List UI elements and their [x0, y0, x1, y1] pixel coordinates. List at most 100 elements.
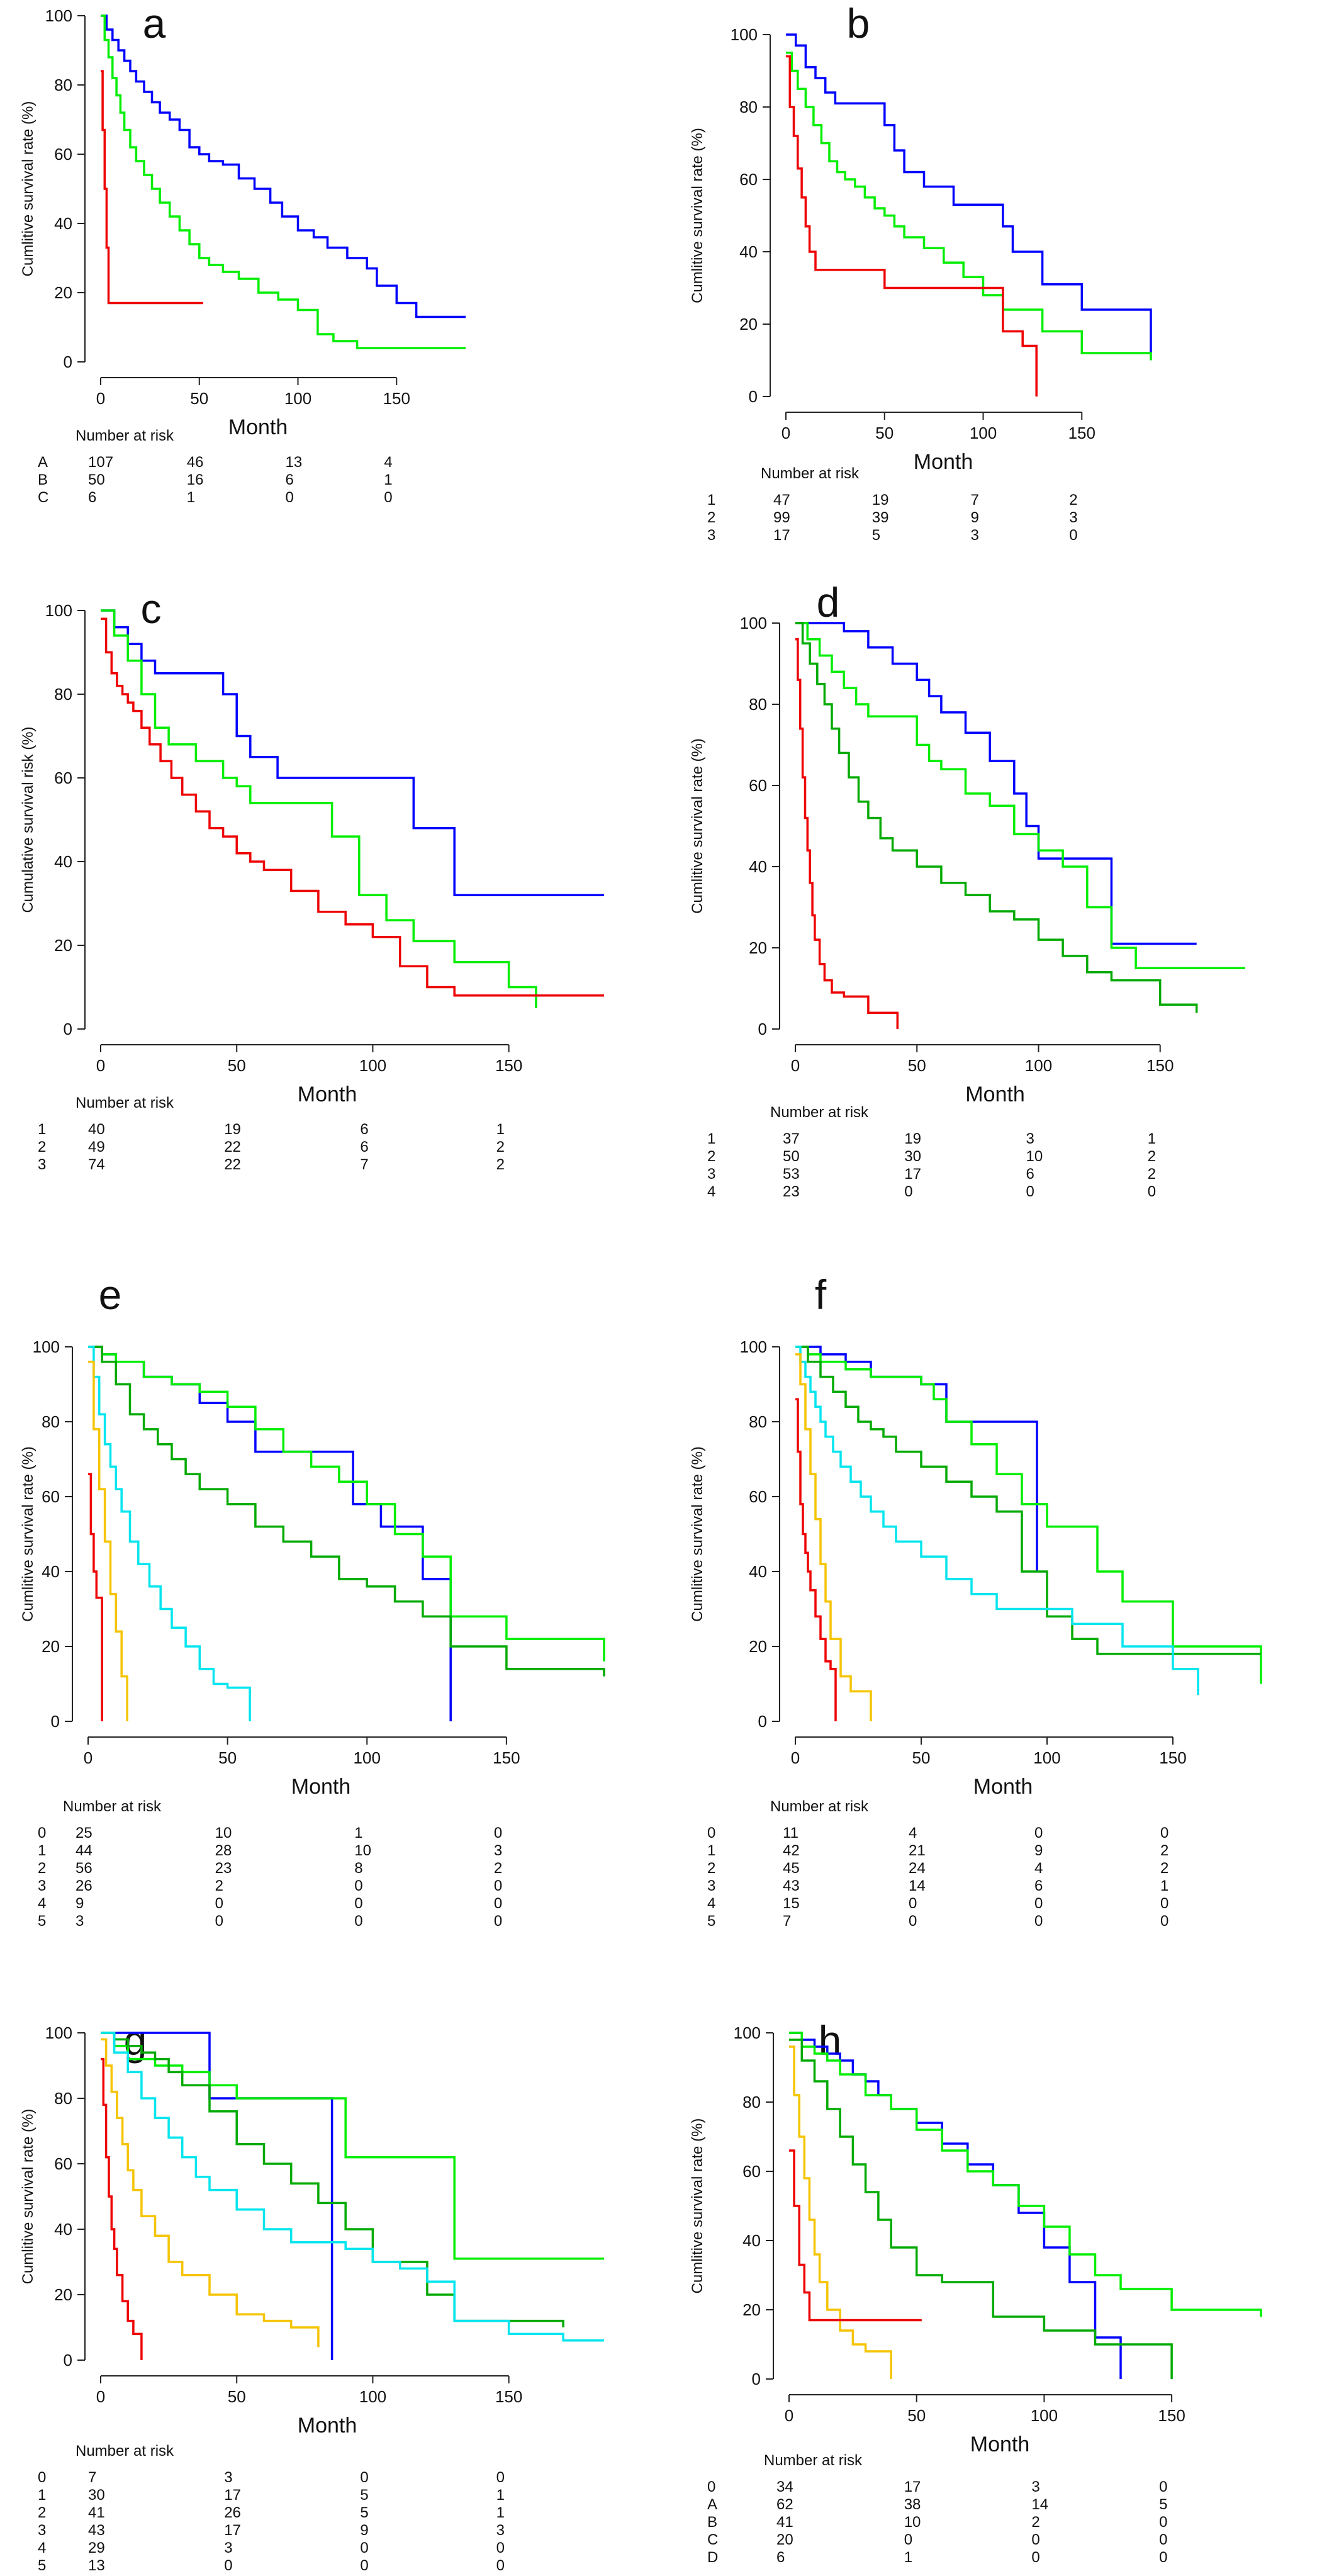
risk-cell: 2	[494, 1860, 502, 1877]
y-axis-label: Cumlitive survival rate (%)	[20, 1446, 36, 1622]
risk-cell: 3	[76, 1913, 84, 1930]
risk-cell: 34	[776, 2478, 793, 2495]
risk-cell: 0	[494, 1825, 502, 1842]
risk-cell: 14	[909, 1877, 926, 1894]
risk-cell: 0	[224, 2557, 232, 2573]
x-axis-label: Month	[228, 415, 288, 439]
risk-cell: 56	[76, 1860, 92, 1877]
risk-row-label: 3	[707, 1877, 715, 1894]
risk-cell: 2	[1031, 2514, 1039, 2531]
risk-cell: 46	[187, 454, 204, 471]
survival-curve-6	[88, 1473, 103, 1721]
survival-curve-5	[88, 1361, 128, 1721]
survival-curve-2	[88, 1346, 605, 1662]
risk-row-label: 5	[38, 2557, 46, 2573]
risk-cell: 0	[360, 2539, 368, 2556]
x-tick-label: 100	[284, 389, 311, 408]
risk-cell: 2	[1148, 1148, 1156, 1165]
y-tick-label: 80	[42, 1412, 60, 1431]
x-tick-label: 100	[1033, 1748, 1060, 1767]
panel-h: 0 20 40 60 80 100 0 50 100 150 Month Cumlitive surv…	[670, 2008, 1339, 2573]
x-tick-label: 100	[359, 1056, 386, 1075]
x-tick-label: 100	[1025, 1056, 1052, 1075]
x-tick-label: 0	[84, 1748, 92, 1767]
y-tick-label: 40	[54, 852, 72, 871]
y-tick-label: 80	[739, 98, 758, 116]
risk-table-title: Number at risk	[76, 2443, 174, 2460]
x-tick-label: 50	[228, 1056, 246, 1075]
y-tick-label: 40	[54, 2220, 72, 2239]
survival-curve-4	[789, 2045, 892, 2379]
y-tick-label: 100	[734, 2023, 761, 2042]
panel-a: 0 20 40 60 80 100 0 50 100 150 Month Cumlitive surv…	[0, 0, 670, 541]
x-tick-label: 150	[493, 1748, 520, 1767]
survival-curve-1	[101, 2032, 333, 2360]
survival-curve-2	[789, 2032, 1262, 2317]
panel-letter: d	[817, 579, 840, 626]
y-tick-label: 40	[742, 2231, 761, 2250]
survival-curve-2	[101, 2032, 604, 2260]
y-tick-label: 60	[54, 768, 72, 787]
risk-cell: 3	[971, 527, 979, 544]
risk-cell: 5	[872, 527, 880, 544]
y-tick-label: 60	[54, 2154, 72, 2173]
risk-cell: 0	[494, 1913, 502, 1930]
survival-curve-6	[101, 2057, 143, 2360]
risk-cell: 0	[496, 2469, 505, 2486]
risk-cell: 0	[1031, 2549, 1039, 2566]
panel-c: 0 20 40 60 80 100 0 50 100 150 Month Cumulative sur…	[0, 573, 670, 1240]
risk-cell: 30	[88, 2487, 105, 2504]
risk-cell: 5	[360, 2504, 368, 2521]
x-tick-label: 0	[96, 1056, 105, 1075]
y-tick-label: 40	[749, 857, 767, 876]
risk-cell: 0	[1159, 2514, 1167, 2531]
survival-curve-3	[795, 622, 1198, 1013]
survival-curve-1	[789, 2032, 1122, 2379]
x-tick-label: 50	[190, 389, 208, 408]
y-tick-label: 80	[54, 2089, 72, 2108]
survival-curve-6	[795, 1398, 837, 1721]
risk-row-label: B	[38, 471, 48, 488]
risk-row-label: 3	[707, 1166, 715, 1183]
survival-curve-5	[789, 2149, 922, 2322]
x-tick-label: 0	[791, 1056, 800, 1075]
y-tick-label: 80	[54, 76, 72, 94]
risk-cell: 37	[783, 1130, 800, 1147]
y-tick-label: 100	[45, 6, 72, 25]
risk-cell: 0	[904, 2531, 912, 2548]
risk-row-label: 5	[707, 1913, 715, 1930]
risk-cell: 4	[384, 454, 392, 471]
survival-curve-3	[101, 617, 604, 997]
risk-cell: 9	[360, 2522, 368, 2539]
y-tick-label: 40	[54, 214, 72, 233]
risk-cell: 6	[360, 1139, 368, 1156]
risk-cell: 41	[88, 2504, 105, 2521]
risk-cell: 17	[224, 2522, 241, 2539]
risk-row-label: 5	[38, 1913, 46, 1930]
risk-cell: 0	[909, 1913, 917, 1930]
risk-cell: 25	[76, 1825, 92, 1842]
risk-cell: 2	[1160, 1842, 1168, 1859]
risk-cell: 2	[215, 1877, 223, 1894]
risk-cell: 0	[215, 1913, 223, 1930]
risk-cell: 0	[904, 1183, 912, 1200]
y-tick-label: 0	[64, 352, 72, 371]
x-tick-label: 50	[875, 424, 894, 442]
risk-cell: 1	[1148, 1130, 1156, 1147]
risk-cell: 17	[904, 1166, 921, 1183]
survival-curve-1	[101, 609, 604, 896]
risk-row-label: 1	[38, 1842, 46, 1859]
risk-cell: 14	[1031, 2496, 1048, 2513]
risk-cell: 3	[224, 2539, 232, 2556]
y-tick-label: 20	[54, 283, 72, 302]
x-tick-label: 150	[383, 389, 410, 408]
risk-cell: 74	[88, 1156, 105, 1173]
y-tick-label: 100	[731, 25, 758, 44]
risk-cell: 2	[1069, 492, 1077, 509]
risk-table-title: Number at risk	[76, 1094, 174, 1111]
survival-curve-3	[88, 1346, 605, 1677]
risk-cell: 0	[354, 1877, 362, 1894]
y-tick-label: 80	[742, 2093, 761, 2112]
